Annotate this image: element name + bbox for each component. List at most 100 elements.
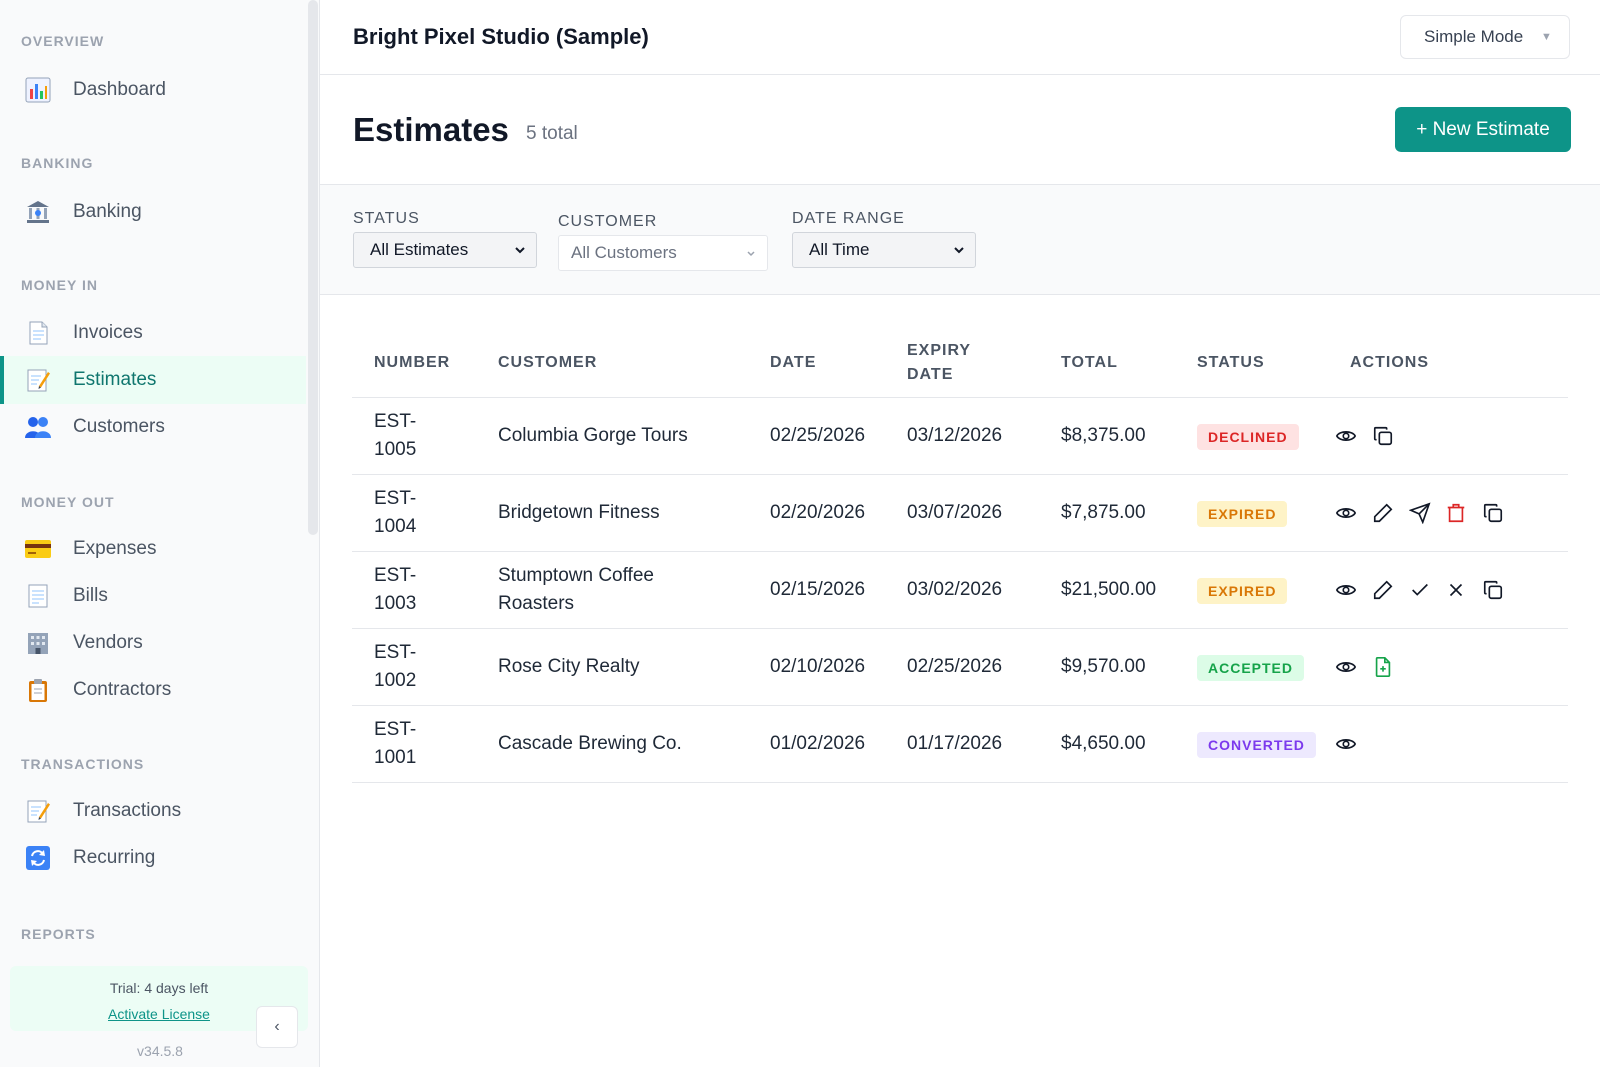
users-icon xyxy=(24,413,52,441)
sidebar: OVERVIEW Dashboard BANKING Banking MONEY… xyxy=(0,0,320,1067)
customer-name: Stumptown Coffee Roasters xyxy=(498,562,654,618)
credit-card-icon xyxy=(24,535,52,563)
collapse-sidebar-button[interactable]: ‹ xyxy=(256,1006,298,1048)
sidebar-item-banking[interactable]: Banking xyxy=(0,188,306,236)
estimate-date: 02/15/2026 xyxy=(770,579,866,600)
refresh-icon xyxy=(24,844,52,872)
convert-to-invoice-icon[interactable] xyxy=(1371,655,1395,679)
memo-icon xyxy=(24,797,52,825)
estimate-total: $7,875.00 xyxy=(1061,502,1146,523)
estimate-number[interactable]: EST- 1001 xyxy=(374,716,416,772)
section-title-money-out: MONEY OUT xyxy=(21,494,115,510)
duplicate-icon[interactable] xyxy=(1481,501,1505,525)
customer-name-line2: Roasters xyxy=(498,593,575,614)
estimate-total: $4,650.00 xyxy=(1061,733,1146,754)
edit-icon[interactable] xyxy=(1371,501,1395,525)
customer-name-line1: Stumptown Coffee xyxy=(498,565,654,586)
send-icon[interactable] xyxy=(1408,501,1432,525)
column-header-total[interactable]: TOTAL xyxy=(1061,354,1118,371)
customer-name-line1: Cascade Brewing Co. xyxy=(498,733,682,754)
table-row[interactable]: EST- 1004 Bridgetown Fitness 02/20/2026 03/0… xyxy=(352,475,1568,552)
table-row[interactable]: EST- 1005 Columbia Gorge Tours 02/25/2026 03… xyxy=(352,398,1568,475)
column-header-customer[interactable]: CUSTOMER xyxy=(498,354,598,371)
estimate-expiry-date: 03/07/2026 xyxy=(907,502,1003,523)
estimate-total: $9,570.00 xyxy=(1061,656,1146,677)
column-header-date[interactable]: DATE xyxy=(770,354,817,371)
date-range-filter-label: DATE RANGE xyxy=(792,210,905,227)
column-header-number[interactable]: NUMBER xyxy=(374,354,451,371)
column-header-expiry-line1: EXPIRY xyxy=(907,342,972,359)
section-title-banking: BANKING xyxy=(21,155,94,171)
estimate-date: 02/10/2026 xyxy=(770,656,866,677)
table-row[interactable]: EST- 1003 Stumptown Coffee Roasters 02/15/20… xyxy=(352,552,1568,629)
date-range-filter-select[interactable]: All Time xyxy=(792,232,976,268)
column-header-expiry-date[interactable]: EXPIRY DATE xyxy=(907,339,971,387)
delete-icon[interactable] xyxy=(1444,501,1468,525)
view-icon[interactable] xyxy=(1334,424,1358,448)
customer-filter-select[interactable]: All Customers xyxy=(558,235,768,271)
estimate-number[interactable]: EST- 1003 xyxy=(374,562,416,618)
view-icon[interactable] xyxy=(1334,732,1358,756)
customer-name: Columbia Gorge Tours xyxy=(498,422,688,450)
sidebar-item-label: Estimates xyxy=(73,369,157,390)
view-icon[interactable] xyxy=(1334,655,1358,679)
view-icon[interactable] xyxy=(1334,578,1358,602)
sidebar-item-expenses[interactable]: Expenses xyxy=(0,525,306,573)
activate-license-link[interactable]: Activate License xyxy=(108,1006,210,1022)
chevron-down-icon xyxy=(954,247,964,254)
customer-name: Bridgetown Fitness xyxy=(498,499,660,527)
section-title-reports: REPORTS xyxy=(21,926,96,942)
decline-icon[interactable] xyxy=(1444,578,1468,602)
estimate-number-prefix: EST- xyxy=(374,488,417,509)
estimate-number[interactable]: EST- 1002 xyxy=(374,639,416,695)
sidebar-item-label: Recurring xyxy=(73,847,156,868)
table-row[interactable]: EST- 1001 Cascade Brewing Co. 01/02/2026 01/… xyxy=(352,706,1568,783)
sidebar-item-contractors[interactable]: Contractors xyxy=(0,666,306,714)
estimate-number[interactable]: EST- 1005 xyxy=(374,408,416,464)
duplicate-icon[interactable] xyxy=(1371,424,1395,448)
mode-selector[interactable]: Simple Mode ▼ xyxy=(1400,15,1570,59)
sidebar-item-label: Expenses xyxy=(73,538,157,559)
sidebar-item-vendors[interactable]: Vendors xyxy=(0,619,306,667)
estimate-number-suffix: 1005 xyxy=(374,439,417,460)
sidebar-item-recurring[interactable]: Recurring xyxy=(0,834,306,882)
sidebar-item-transactions[interactable]: Transactions xyxy=(0,787,306,835)
office-building-icon xyxy=(24,629,52,657)
edit-icon[interactable] xyxy=(1371,578,1395,602)
column-header-actions: ACTIONS xyxy=(1350,354,1429,371)
status-badge: CONVERTED xyxy=(1197,732,1316,758)
sidebar-item-label: Bills xyxy=(73,585,108,606)
table-header-divider xyxy=(352,397,1568,398)
app-version: v34.5.8 xyxy=(137,1043,183,1059)
sidebar-scrollbar[interactable] xyxy=(308,0,318,535)
estimate-number-prefix: EST- xyxy=(374,642,417,663)
estimate-number-suffix: 1004 xyxy=(374,516,417,537)
customer-name: Rose City Realty xyxy=(498,653,640,681)
duplicate-icon[interactable] xyxy=(1481,578,1505,602)
estimate-expiry-date: 02/25/2026 xyxy=(907,656,1003,677)
date-range-filter-value: All Time xyxy=(809,240,870,259)
estimate-date: 01/02/2026 xyxy=(770,733,866,754)
sidebar-item-customers[interactable]: Customers xyxy=(0,403,306,451)
column-header-status[interactable]: STATUS xyxy=(1197,354,1265,371)
status-filter-select[interactable]: All Estimates xyxy=(353,232,537,268)
estimate-total: $8,375.00 xyxy=(1061,425,1146,446)
sidebar-item-bills[interactable]: Bills xyxy=(0,572,306,620)
sidebar-item-invoices[interactable]: Invoices xyxy=(0,309,306,357)
estimate-number-prefix: EST- xyxy=(374,411,417,432)
estimate-number-prefix: EST- xyxy=(374,719,417,740)
document-icon xyxy=(24,319,52,347)
sidebar-item-estimates[interactable]: Estimates xyxy=(0,356,306,404)
status-filter-label: STATUS xyxy=(353,210,420,227)
sidebar-item-dashboard[interactable]: Dashboard xyxy=(0,66,306,114)
estimate-number[interactable]: EST- 1004 xyxy=(374,485,416,541)
estimate-date: 02/25/2026 xyxy=(770,425,866,446)
new-estimate-button[interactable]: + New Estimate xyxy=(1395,107,1571,152)
caret-down-icon: ▼ xyxy=(1541,31,1552,43)
table-row[interactable]: EST- 1002 Rose City Realty 02/10/2026 02/25/… xyxy=(352,629,1568,706)
section-title-overview: OVERVIEW xyxy=(21,33,105,49)
accept-icon[interactable] xyxy=(1408,578,1432,602)
view-icon[interactable] xyxy=(1334,501,1358,525)
status-filter-value: All Estimates xyxy=(370,240,469,259)
receipt-icon xyxy=(24,582,52,610)
